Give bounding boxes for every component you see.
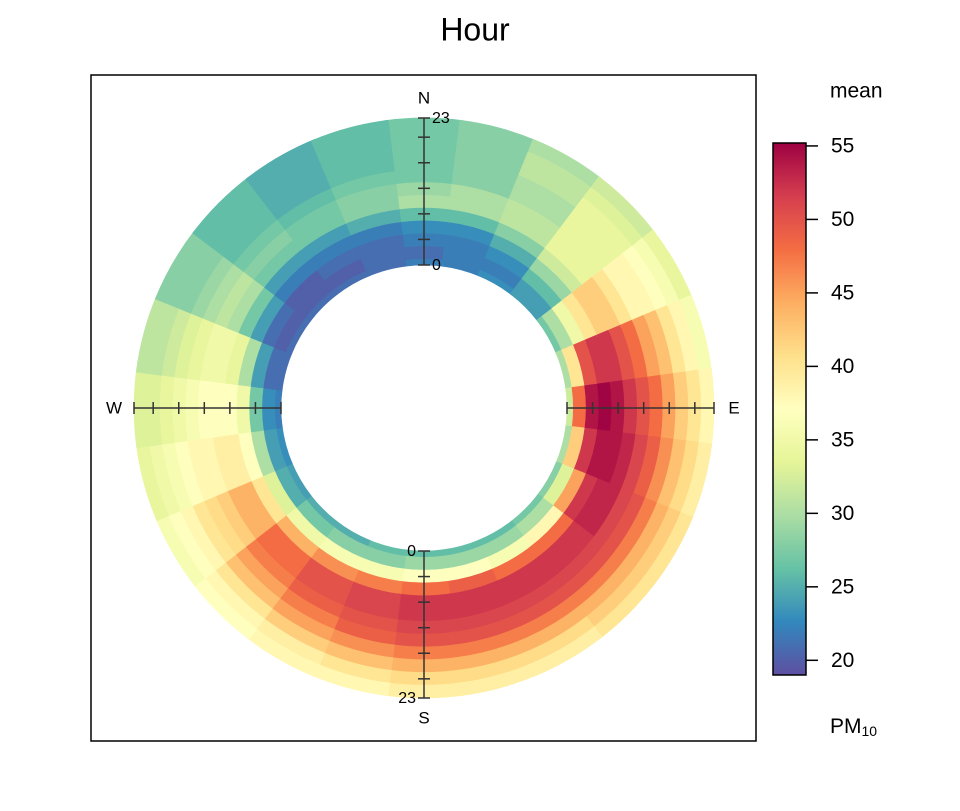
tick-label: 23 xyxy=(398,690,416,707)
colorbar-tick-label: 40 xyxy=(831,355,854,378)
compass-label: S xyxy=(418,708,429,727)
annulus-cell xyxy=(310,119,391,154)
legend-unit-sub: 10 xyxy=(862,723,878,739)
colorbar-tick-label: 20 xyxy=(831,649,854,672)
colorbar-tick-label: 30 xyxy=(831,502,854,525)
plot-frame xyxy=(90,74,757,742)
chart-title: Hour xyxy=(440,11,510,47)
legend-unit: PM10 xyxy=(830,715,877,739)
compass-label: N xyxy=(418,88,430,107)
tick-label: 23 xyxy=(432,110,450,127)
colorbar-tick-label: 45 xyxy=(831,281,854,304)
colorbar-tick-label: 50 xyxy=(831,208,854,231)
legend-unit-main: PM xyxy=(830,715,862,738)
legend-title: mean xyxy=(830,80,883,103)
colorbar xyxy=(772,142,807,676)
colorbar-tick-label: 25 xyxy=(831,575,854,598)
compass-label: E xyxy=(728,398,739,417)
compass-label: W xyxy=(106,398,122,417)
tick-label: 0 xyxy=(407,543,416,560)
tick-label: 0 xyxy=(432,257,441,274)
colorbar-tick-label: 55 xyxy=(831,134,854,157)
colorbar-tick-label: 35 xyxy=(831,428,854,451)
